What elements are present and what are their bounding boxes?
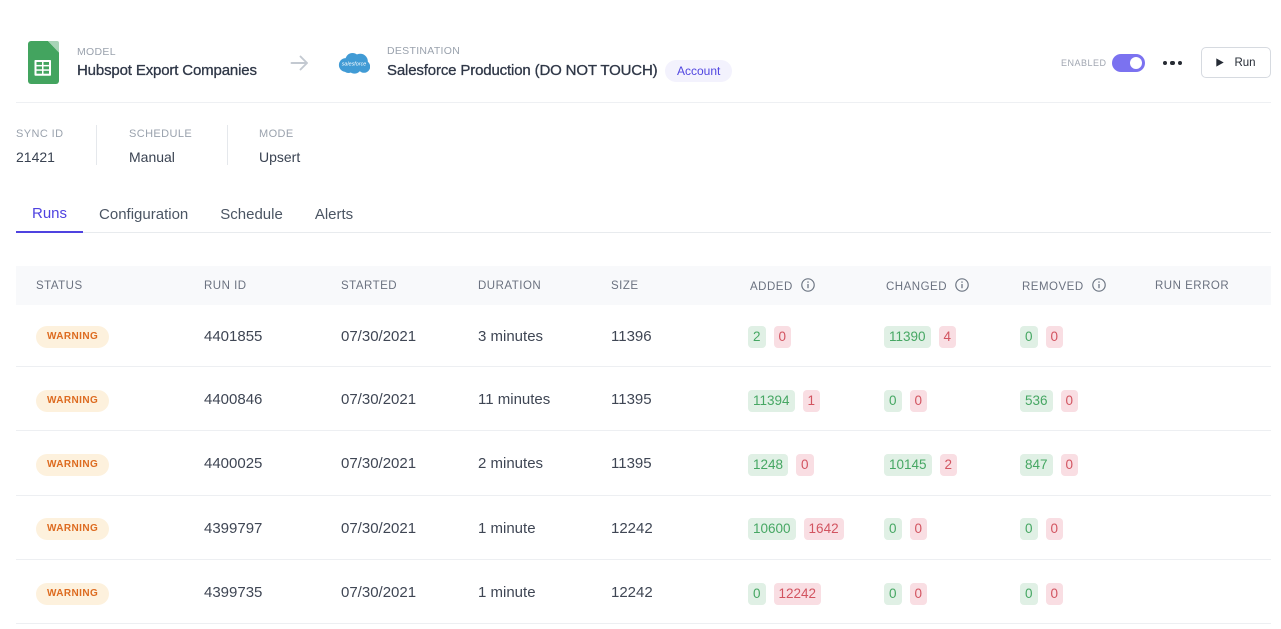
svg-text:salesforce: salesforce [342, 61, 367, 67]
